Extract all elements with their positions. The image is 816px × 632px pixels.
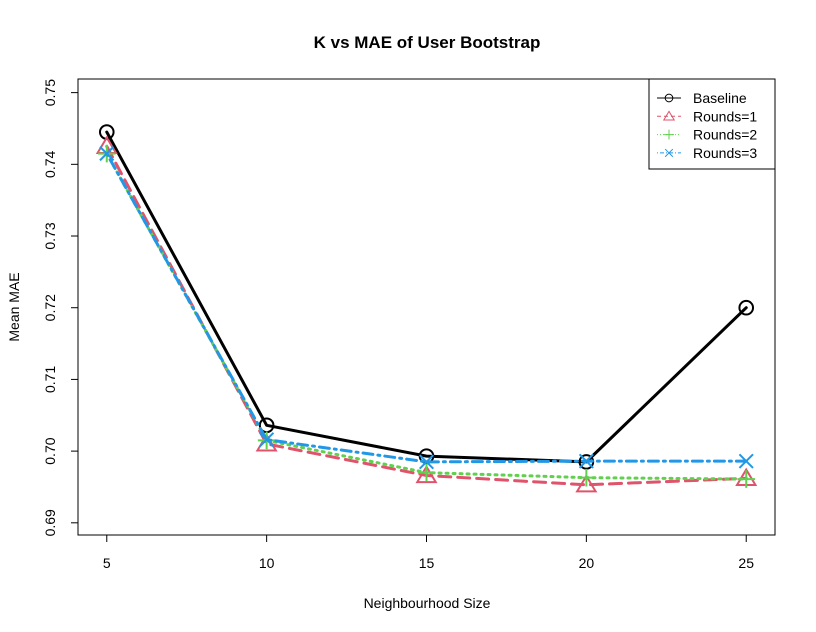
series-line	[105, 144, 748, 487]
data-point	[417, 463, 436, 482]
x-axis: 5 10 15 20 25	[103, 535, 754, 571]
series-rounds-3	[99, 146, 754, 470]
legend-label: Rounds=1	[693, 108, 757, 124]
x-tick-label: 20	[579, 555, 595, 571]
chart-title: K vs MAE of User Bootstrap	[314, 33, 541, 52]
legend-item: Rounds=2	[657, 127, 757, 143]
data-point	[259, 432, 275, 448]
y-tick-label: 0.69	[42, 509, 58, 536]
x-axis-label: Neighbourhood Size	[364, 595, 491, 611]
series-line	[105, 130, 748, 464]
data-point	[737, 470, 756, 488]
series-layer	[95, 124, 758, 493]
data-point	[99, 146, 115, 162]
legend-marker	[664, 129, 674, 140]
legend-label: Rounds=3	[693, 145, 757, 161]
data-point	[255, 433, 278, 452]
x-tick-label: 15	[419, 555, 435, 571]
y-tick-label: 0.71	[42, 366, 58, 393]
legend: Baseline Rounds=1 Rounds=2 Rounds=3	[648, 78, 776, 170]
legend-item: Rounds=3	[657, 145, 757, 161]
y-tick-label: 0.72	[42, 294, 58, 321]
x-tick-label: 25	[738, 555, 754, 571]
data-point	[577, 468, 596, 487]
legend-item: Rounds=1	[657, 108, 757, 124]
data-point	[738, 299, 755, 316]
data-point	[418, 454, 435, 470]
data-point	[578, 453, 594, 469]
y-axis-label: Mean MAE	[6, 272, 22, 341]
legend-marker	[662, 110, 676, 121]
y-tick-label: 0.75	[42, 79, 58, 106]
series-baseline	[98, 124, 755, 470]
y-tick-label: 0.73	[42, 222, 58, 249]
y-tick-label: 0.70	[42, 437, 58, 464]
y-axis: 0.69 0.70 0.71 0.72 0.73 0.74 0.75	[42, 79, 78, 536]
legend-marker	[664, 93, 674, 103]
data-point	[738, 453, 754, 469]
series-line	[105, 152, 748, 481]
legend-label: Rounds=2	[693, 127, 757, 143]
legend-marker	[664, 148, 674, 158]
x-tick-label: 10	[259, 555, 275, 571]
y-tick-label: 0.74	[42, 150, 58, 177]
data-point	[575, 474, 598, 493]
legend-item: Baseline	[657, 90, 747, 106]
x-tick-label: 5	[103, 555, 111, 571]
legend-label: Baseline	[693, 90, 747, 106]
data-point	[415, 464, 438, 484]
